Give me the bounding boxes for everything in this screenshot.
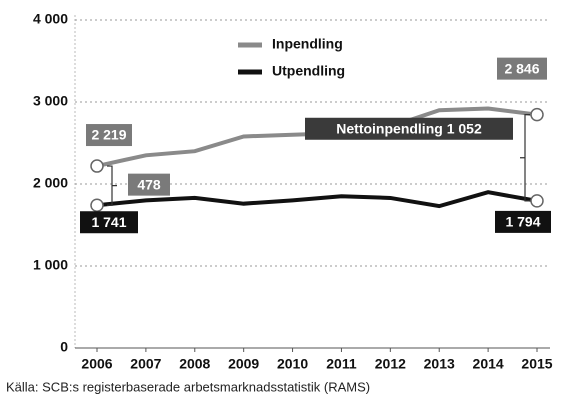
annotation-box <box>497 57 547 80</box>
series-line <box>96 190 538 209</box>
x-tick-label: 2007 <box>130 356 161 372</box>
legend-label: Utpendling <box>272 63 345 79</box>
y-tick-label: 0 <box>60 339 68 355</box>
x-tick-label: 2013 <box>424 356 455 372</box>
bracket <box>107 165 117 206</box>
x-tick-label: 2008 <box>179 356 210 372</box>
annotation-box <box>80 211 138 234</box>
annotation: Nettoinpendling 1 052 <box>336 120 482 136</box>
x-tick-label: 2014 <box>473 356 504 372</box>
x-tick-label: 2015 <box>521 356 552 372</box>
annotation: 1 741 <box>91 214 126 230</box>
end-marker <box>90 159 104 173</box>
x-tick-label: 2011 <box>326 356 357 372</box>
end-marker <box>90 198 104 212</box>
x-tick-label: 2010 <box>277 356 308 372</box>
end-marker <box>530 194 544 208</box>
annotation-box <box>305 117 513 140</box>
annotation: 2 846 <box>504 60 539 76</box>
x-tick-label: 2009 <box>228 356 259 372</box>
annotation: 1 794 <box>505 214 540 230</box>
annotation-box <box>495 210 551 233</box>
x-tick-label: 2012 <box>375 356 406 372</box>
y-tick-label: 3 000 <box>33 93 68 109</box>
annotation: 2 219 <box>91 127 126 143</box>
legend-label: Inpendling <box>272 36 343 52</box>
end-marker <box>530 107 544 122</box>
annotation-box <box>86 124 132 147</box>
y-tick-label: 4 000 <box>33 11 68 27</box>
y-tick-label: 2 000 <box>33 175 68 191</box>
x-tick-label: 2006 <box>81 356 112 372</box>
annotation: 478 <box>137 176 161 192</box>
bracket <box>520 114 530 202</box>
y-tick-label: 1 000 <box>33 257 68 273</box>
annotation-box <box>128 173 170 196</box>
source: Källa: SCB:s registerbaserade arbetsmark… <box>6 379 370 394</box>
